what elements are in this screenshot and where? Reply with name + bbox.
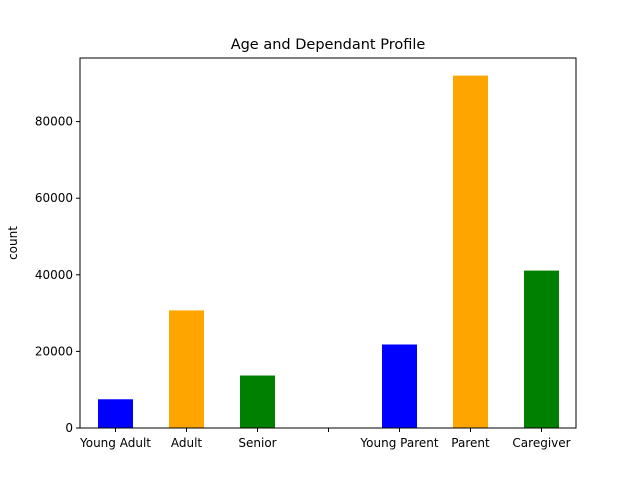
y-tick-label: 20000 [35, 344, 73, 358]
x-tick-label: Parent [451, 436, 490, 450]
plot-area-frame [79, 57, 577, 429]
x-tick-label: Caregiver [512, 436, 570, 450]
bars-layer [98, 75, 559, 428]
bar-parent [453, 75, 488, 428]
x-tick-label: Young Parent [359, 436, 438, 450]
y-tick-label: 40000 [35, 268, 73, 282]
y-tick-label: 80000 [35, 115, 73, 129]
bar-young-adult [98, 399, 133, 428]
y-tick-label: 60000 [35, 191, 73, 205]
x-tick-label: Young Adult [79, 436, 151, 450]
x-tick-label: Adult [171, 436, 203, 450]
x-axis-ticks: Young Adult Adult Senior Young Parent Parent… [79, 428, 571, 450]
bar-adult [169, 310, 204, 428]
chart-title: Age and Dependant Profile [231, 37, 426, 53]
y-axis-label: count [6, 226, 20, 260]
x-tick-label: Senior [238, 436, 276, 450]
bar-caregiver [524, 270, 559, 428]
bar-senior [240, 375, 275, 428]
y-axis-ticks: 0 20000 40000 60000 80000 [35, 115, 80, 435]
y-tick-label: 0 [65, 421, 73, 435]
bar-young-parent [382, 344, 417, 428]
